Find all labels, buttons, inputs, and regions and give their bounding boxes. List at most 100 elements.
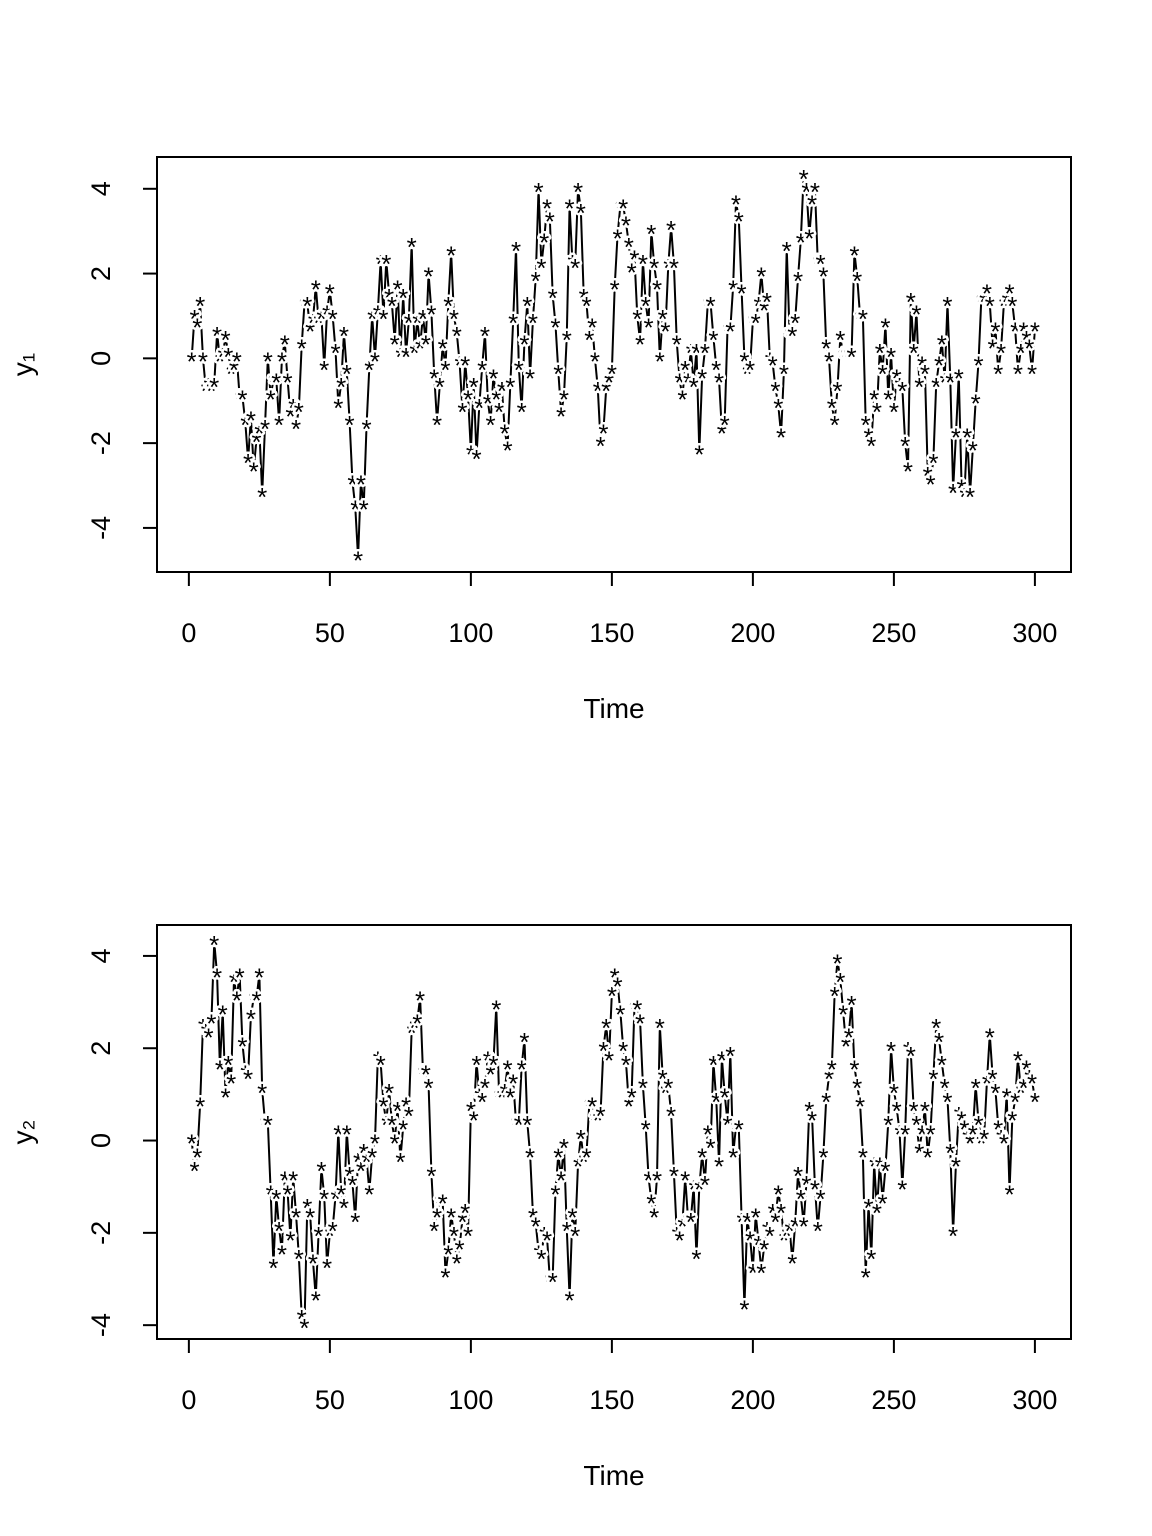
point-marker: * [945, 1138, 955, 1168]
point-marker: * [934, 1027, 944, 1057]
point-marker: * [773, 393, 783, 423]
x-tick-label: 250 [871, 618, 916, 648]
point-marker: * [979, 287, 989, 317]
point-marker: * [229, 355, 239, 385]
point-marker: * [900, 431, 910, 461]
point-marker: * [443, 291, 453, 321]
point-marker: * [305, 1202, 315, 1232]
point-marker: * [793, 1161, 803, 1191]
point-marker: * [818, 262, 828, 292]
point-marker: * [438, 1189, 448, 1219]
point-marker: * [579, 1147, 589, 1177]
point-marker: * [703, 1119, 713, 1149]
point-marker: * [384, 283, 394, 313]
x-tick-label: 50 [315, 1385, 345, 1415]
point-marker: * [677, 385, 687, 415]
point-marker: * [847, 990, 857, 1020]
point-marker: * [638, 1073, 648, 1103]
point-marker: * [342, 359, 352, 389]
point-marker: * [567, 1202, 577, 1232]
point-marker: * [274, 1216, 284, 1246]
point-marker: * [658, 304, 668, 334]
point-marker: * [807, 1105, 817, 1135]
point-marker: * [497, 376, 507, 406]
point-marker: * [274, 410, 284, 440]
point-marker: * [906, 287, 916, 317]
point-marker: * [765, 346, 775, 376]
x-tick-label: 150 [589, 1385, 634, 1415]
point-marker: * [745, 1225, 755, 1255]
point-marker: * [925, 469, 935, 499]
point-marker: * [635, 1009, 645, 1039]
point-marker: * [390, 1129, 400, 1159]
y-tick-label: 0 [86, 1133, 116, 1148]
point-marker: * [714, 1152, 724, 1182]
point-marker: * [581, 1142, 591, 1172]
point-marker: * [220, 325, 230, 355]
point-marker: * [660, 317, 670, 347]
point-marker: * [330, 338, 340, 368]
point-marker: * [610, 962, 620, 992]
point-marker: * [1004, 1179, 1014, 1209]
point-marker: * [494, 397, 504, 427]
point-marker: * [643, 312, 653, 342]
y-tick-label: -2 [86, 431, 116, 455]
point-marker: * [827, 1055, 837, 1085]
point-marker: * [435, 1189, 445, 1219]
point-marker: * [618, 194, 628, 224]
point-marker: * [249, 985, 259, 1015]
point-marker: * [790, 308, 800, 338]
point-marker: * [652, 274, 662, 304]
point-marker: * [263, 1110, 273, 1140]
point-marker: * [457, 1207, 467, 1237]
point-marker: * [553, 1142, 563, 1172]
y-tick-label: 2 [86, 1041, 116, 1056]
point-marker: * [370, 346, 380, 376]
point-marker: * [361, 1147, 371, 1177]
point-marker: * [612, 223, 622, 253]
point-marker: * [945, 368, 955, 398]
point-marker: * [187, 1129, 197, 1159]
point-marker: * [392, 274, 402, 304]
point-marker: * [299, 1313, 309, 1343]
point-marker: * [587, 312, 597, 342]
point-marker: * [666, 215, 676, 245]
point-marker: * [700, 1170, 710, 1200]
point-marker: * [246, 1004, 256, 1034]
point-marker: * [844, 342, 854, 372]
point-marker: * [925, 1119, 935, 1149]
series-line [190, 175, 1036, 558]
point-marker: * [220, 1082, 230, 1112]
point-marker: * [973, 1110, 983, 1140]
point-marker: * [435, 372, 445, 402]
point-marker: * [502, 435, 512, 465]
point-marker: * [471, 1050, 481, 1080]
point-marker: * [579, 283, 589, 313]
point-marker: * [500, 1078, 510, 1108]
point-marker: * [697, 1142, 707, 1172]
point-marker: * [753, 291, 763, 321]
x-axis-title: Time [583, 1460, 644, 1491]
point-marker: * [477, 355, 487, 385]
point-marker: * [285, 401, 295, 431]
point-marker: * [748, 1258, 758, 1288]
point-marker: * [559, 385, 569, 415]
point-marker: * [739, 1295, 749, 1325]
point-marker: * [187, 346, 197, 376]
point-marker: * [782, 236, 792, 266]
point-marker: * [229, 967, 239, 997]
point-marker: * [737, 279, 747, 309]
point-marker: * [347, 469, 357, 499]
point-marker: * [985, 1022, 995, 1052]
point-marker: * [333, 1119, 343, 1149]
point-marker: * [965, 482, 975, 512]
point-marker: * [770, 1207, 780, 1237]
point-marker: * [993, 359, 1003, 389]
point-marker: * [855, 1092, 865, 1122]
point-marker: * [330, 1184, 340, 1214]
point-marker: * [212, 962, 222, 992]
point-marker: * [570, 253, 580, 283]
point-marker: * [706, 1133, 716, 1163]
point-marker: * [928, 448, 938, 478]
point-marker: * [488, 363, 498, 393]
